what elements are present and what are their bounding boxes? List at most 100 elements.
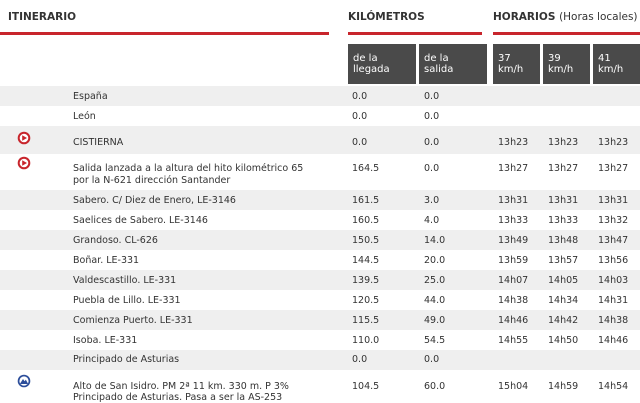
time-37-cell: 13h23 bbox=[498, 137, 529, 148]
time-39-cell: 14h50 bbox=[548, 335, 579, 346]
table-row: Saelices de Sabero. LE-3146 160.5 4.0 13… bbox=[0, 210, 640, 230]
llegada-cell: 0.0 bbox=[352, 91, 368, 102]
salida-cell: 25.0 bbox=[424, 275, 446, 286]
kilometros-header: KILÓMETROS bbox=[348, 0, 482, 35]
salida-cell: 54.5 bbox=[424, 335, 446, 346]
place-cell: Salida lanzada a la altura del hito kilo… bbox=[73, 163, 304, 174]
time-41-cell: 14h03 bbox=[598, 275, 629, 286]
time-37-cell: 13h49 bbox=[498, 235, 529, 246]
llegada-cell: 161.5 bbox=[352, 195, 380, 206]
table-row: Valdescastillo. LE-331 139.5 25.0 14h07 … bbox=[0, 270, 640, 290]
subheader-37-label: 37 km/h bbox=[498, 53, 524, 75]
place-cell: Grandoso. CL-626 bbox=[73, 235, 158, 246]
salida-cell: 0.0 bbox=[424, 137, 440, 148]
table-row: Isoba. LE-331 110.0 54.5 14h55 14h50 14h… bbox=[0, 330, 640, 350]
llegada-cell: 0.0 bbox=[352, 354, 368, 365]
llegada-cell: 139.5 bbox=[352, 275, 380, 286]
itinerario-header: ITINERARIO bbox=[0, 0, 329, 35]
llegada-cell: 0.0 bbox=[352, 111, 368, 122]
time-41-cell: 13h23 bbox=[598, 137, 629, 148]
start-arrow-icon bbox=[17, 131, 31, 145]
llegada-cell: 164.5 bbox=[352, 163, 380, 174]
horarios-header: HORARIOS (Horas locales) bbox=[493, 0, 640, 35]
place-cell: León bbox=[73, 111, 96, 122]
time-37-cell: 14h55 bbox=[498, 335, 529, 346]
llegada-cell: 120.5 bbox=[352, 295, 380, 306]
place-cell: CISTIERNA bbox=[73, 137, 124, 148]
table-row: Sabero. C/ Diez de Enero, LE-3146 161.5 … bbox=[0, 190, 640, 210]
subheader-llegada: de la llegada bbox=[348, 44, 416, 84]
subheader-llegada-label: de la llegada bbox=[353, 53, 390, 75]
place-cell-line2: por la N-621 dirección Santander bbox=[73, 175, 231, 186]
salida-cell: 44.0 bbox=[424, 295, 446, 306]
salida-cell: 0.0 bbox=[424, 163, 440, 174]
table-row: Salida lanzada a la altura del hito kilo… bbox=[0, 154, 640, 190]
salida-cell: 4.0 bbox=[424, 215, 440, 226]
horarios-note: (Horas locales) bbox=[559, 11, 638, 23]
table-row: Comienza Puerto. LE-331 115.5 49.0 14h46… bbox=[0, 310, 640, 330]
time-41-cell: 13h27 bbox=[598, 163, 629, 174]
time-37-cell: 13h59 bbox=[498, 255, 529, 266]
subheader-39: 39 km/h bbox=[543, 44, 590, 84]
time-37-cell: 13h33 bbox=[498, 215, 529, 226]
table-row: CISTIERNA 0.0 0.0 13h23 13h23 13h23 bbox=[0, 126, 640, 154]
time-37-cell: 13h27 bbox=[498, 163, 529, 174]
table-row: Grandoso. CL-626 150.5 14.0 13h49 13h48 … bbox=[0, 230, 640, 250]
time-41-cell: 13h31 bbox=[598, 195, 629, 206]
salida-cell: 0.0 bbox=[424, 111, 440, 122]
subheader-salida: de la salida bbox=[419, 44, 487, 84]
time-41-cell: 14h46 bbox=[598, 335, 629, 346]
place-cell: Valdescastillo. LE-331 bbox=[73, 275, 177, 286]
table-row: León 0.0 0.0 bbox=[0, 106, 640, 126]
salida-cell: 60.0 bbox=[424, 381, 446, 392]
start-arrow-icon bbox=[17, 156, 31, 170]
kilometros-title: KILÓMETROS bbox=[348, 11, 425, 23]
itinerario-title: ITINERARIO bbox=[8, 11, 77, 23]
llegada-cell: 0.0 bbox=[352, 137, 368, 148]
table-row: Puebla de Lillo. LE-331 120.5 44.0 14h38… bbox=[0, 290, 640, 310]
time-39-cell: 14h42 bbox=[548, 315, 579, 326]
time-37-cell: 14h46 bbox=[498, 315, 529, 326]
table-row: Boñar. LE-331 144.5 20.0 13h59 13h57 13h… bbox=[0, 250, 640, 270]
salida-cell: 0.0 bbox=[424, 354, 440, 365]
horarios-title: HORARIOS (Horas locales) bbox=[493, 11, 638, 23]
time-39-cell: 13h27 bbox=[548, 163, 579, 174]
place-cell: Isoba. LE-331 bbox=[73, 335, 138, 346]
time-41-cell: 13h56 bbox=[598, 255, 629, 266]
place-cell-line2: Principado de Asturias. Pasa a ser la AS… bbox=[73, 392, 283, 403]
time-37-cell: 13h31 bbox=[498, 195, 529, 206]
llegada-cell: 160.5 bbox=[352, 215, 380, 226]
time-39-cell: 13h57 bbox=[548, 255, 579, 266]
time-37-cell: 15h04 bbox=[498, 381, 529, 392]
llegada-cell: 115.5 bbox=[352, 315, 380, 326]
salida-cell: 3.0 bbox=[424, 195, 440, 206]
subheader-41: 41 km/h bbox=[593, 44, 640, 84]
time-41-cell: 13h47 bbox=[598, 235, 629, 246]
salida-cell: 49.0 bbox=[424, 315, 446, 326]
time-39-cell: 13h23 bbox=[548, 137, 579, 148]
horarios-label: HORARIOS bbox=[493, 11, 556, 23]
time-37-cell: 14h07 bbox=[498, 275, 529, 286]
place-cell: Sabero. C/ Diez de Enero, LE-3146 bbox=[73, 195, 236, 206]
table-row: Alto de San Isidro. PM 2ª 11 km. 330 m. … bbox=[0, 370, 640, 403]
llegada-cell: 104.5 bbox=[352, 381, 380, 392]
salida-cell: 20.0 bbox=[424, 255, 446, 266]
time-39-cell: 13h33 bbox=[548, 215, 579, 226]
mountain-climb-icon bbox=[17, 374, 31, 388]
salida-cell: 0.0 bbox=[424, 91, 440, 102]
time-41-cell: 13h32 bbox=[598, 215, 629, 226]
llegada-cell: 150.5 bbox=[352, 235, 380, 246]
time-41-cell: 14h38 bbox=[598, 315, 629, 326]
place-cell: Alto de San Isidro. PM 2ª 11 km. 330 m. … bbox=[73, 381, 289, 392]
time-39-cell: 14h05 bbox=[548, 275, 579, 286]
place-cell: Saelices de Sabero. LE-3146 bbox=[73, 215, 208, 226]
place-cell: Boñar. LE-331 bbox=[73, 255, 140, 266]
place-cell: Principado de Asturias bbox=[73, 354, 180, 365]
llegada-cell: 144.5 bbox=[352, 255, 380, 266]
time-39-cell: 14h34 bbox=[548, 295, 579, 306]
time-39-cell: 13h48 bbox=[548, 235, 579, 246]
time-41-cell: 14h31 bbox=[598, 295, 629, 306]
place-cell: Comienza Puerto. LE-331 bbox=[73, 315, 193, 326]
subheader-37: 37 km/h bbox=[493, 44, 540, 84]
subheader-salida-label: de la salida bbox=[424, 53, 454, 75]
